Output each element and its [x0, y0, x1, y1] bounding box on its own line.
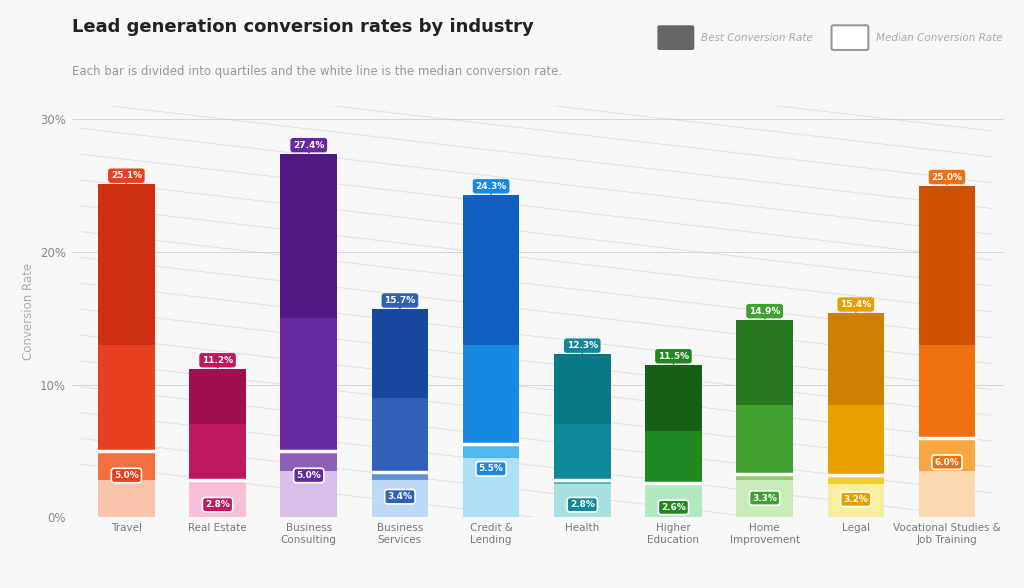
Bar — [463, 195, 519, 345]
Bar — [463, 345, 519, 445]
Text: 3.3%: 3.3% — [753, 475, 777, 503]
Text: 5.5%: 5.5% — [478, 445, 504, 473]
Bar — [554, 485, 610, 517]
Bar — [281, 153, 337, 318]
Text: Median Conversion Rate: Median Conversion Rate — [876, 33, 1002, 44]
Bar — [645, 483, 701, 485]
Text: 25.1%: 25.1% — [111, 171, 142, 183]
Bar — [645, 365, 701, 431]
Text: 6.0%: 6.0% — [935, 439, 959, 467]
Text: 12.3%: 12.3% — [566, 341, 598, 353]
Bar — [463, 457, 519, 517]
Bar — [736, 405, 793, 473]
Bar — [827, 485, 884, 517]
Text: 2.6%: 2.6% — [662, 484, 686, 512]
Text: 24.3%: 24.3% — [475, 182, 507, 194]
Bar — [189, 480, 246, 517]
Bar — [919, 185, 975, 345]
Bar — [736, 320, 793, 405]
Text: 14.9%: 14.9% — [749, 306, 780, 319]
Bar — [645, 485, 701, 517]
Text: 2.8%: 2.8% — [205, 481, 230, 509]
Bar — [554, 480, 610, 485]
Text: 2.8%: 2.8% — [569, 481, 595, 509]
Bar — [281, 318, 337, 451]
Bar — [919, 345, 975, 438]
Bar — [827, 313, 884, 405]
Y-axis label: Conversion Rate: Conversion Rate — [22, 263, 35, 360]
Bar — [827, 475, 884, 485]
Bar — [372, 480, 428, 517]
Bar — [98, 184, 155, 345]
Text: 3.4%: 3.4% — [387, 473, 413, 501]
Text: Each bar is divided into quartiles and the white line is the median conversion r: Each bar is divided into quartiles and t… — [72, 65, 562, 78]
FancyBboxPatch shape — [831, 25, 868, 50]
Text: 25.0%: 25.0% — [932, 172, 963, 185]
Bar — [98, 480, 155, 517]
Text: 27.4%: 27.4% — [293, 141, 325, 153]
Text: 11.5%: 11.5% — [657, 352, 689, 364]
Bar — [736, 480, 793, 517]
Text: 5.0%: 5.0% — [296, 452, 322, 480]
Bar — [189, 369, 246, 425]
Bar — [189, 425, 246, 480]
Text: 15.4%: 15.4% — [840, 300, 871, 312]
Bar — [827, 405, 884, 475]
Bar — [919, 471, 975, 517]
Bar — [463, 445, 519, 457]
Bar — [98, 451, 155, 480]
Bar — [281, 451, 337, 471]
Bar — [372, 472, 428, 480]
Bar — [919, 438, 975, 471]
Bar — [372, 309, 428, 398]
Text: 5.0%: 5.0% — [114, 452, 139, 480]
Bar — [281, 471, 337, 517]
Text: 15.7%: 15.7% — [384, 296, 416, 308]
Bar — [98, 345, 155, 451]
Bar — [372, 398, 428, 472]
Text: 11.2%: 11.2% — [202, 356, 233, 368]
FancyBboxPatch shape — [657, 25, 694, 50]
Bar — [554, 354, 610, 425]
Text: Best Conversion Rate: Best Conversion Rate — [701, 33, 813, 44]
Text: 3.2%: 3.2% — [844, 476, 868, 504]
Bar — [554, 425, 610, 480]
Text: Lead generation conversion rates by industry: Lead generation conversion rates by indu… — [72, 18, 534, 36]
Bar — [645, 431, 701, 483]
Bar — [736, 473, 793, 480]
